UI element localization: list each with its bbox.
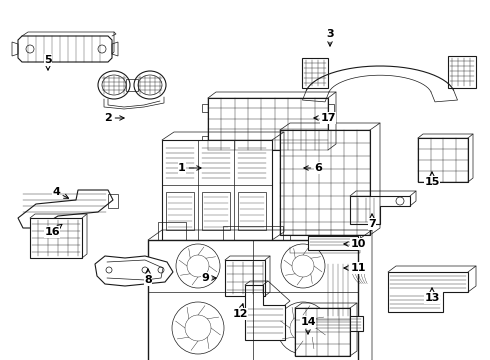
Polygon shape [148,240,358,360]
Polygon shape [225,260,265,296]
Polygon shape [30,218,82,258]
Text: 16: 16 [44,224,62,237]
Text: 4: 4 [52,187,69,198]
Text: 7: 7 [368,214,376,229]
Polygon shape [245,285,285,340]
Text: 6: 6 [304,163,322,173]
Text: 11: 11 [344,263,366,273]
Polygon shape [162,140,272,240]
Polygon shape [295,308,350,356]
Text: 3: 3 [326,29,334,46]
Text: 12: 12 [232,304,248,319]
Polygon shape [388,272,468,312]
Text: 13: 13 [424,288,440,303]
Polygon shape [448,56,476,88]
Polygon shape [313,316,363,331]
Text: 9: 9 [201,273,216,283]
Text: 2: 2 [104,113,124,123]
Polygon shape [18,36,112,62]
Polygon shape [302,58,328,88]
Text: 14: 14 [300,317,316,334]
Polygon shape [18,190,113,228]
Polygon shape [95,256,173,286]
Text: 15: 15 [424,172,440,187]
Text: 10: 10 [344,239,366,249]
Text: 17: 17 [314,113,336,123]
Polygon shape [418,138,468,182]
Text: 8: 8 [144,269,152,285]
Polygon shape [350,196,410,224]
Polygon shape [280,130,370,235]
Text: 5: 5 [44,55,52,70]
Polygon shape [208,98,328,150]
Text: 1: 1 [178,163,201,173]
Polygon shape [308,236,358,250]
